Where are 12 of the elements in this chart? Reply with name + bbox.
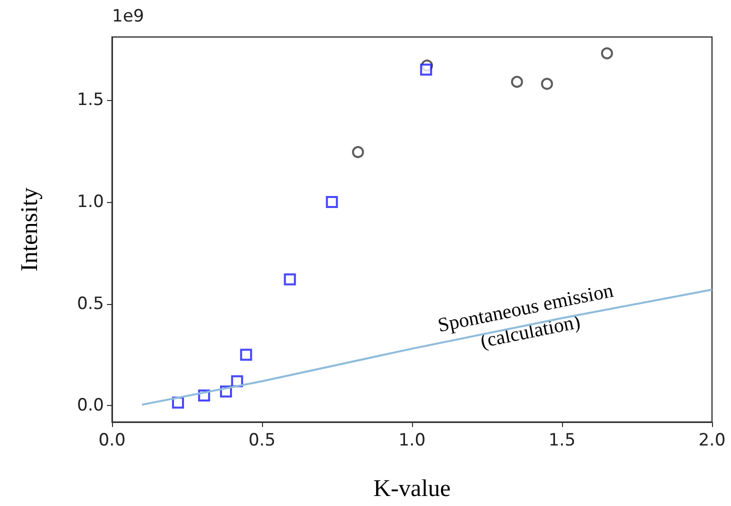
x-tick-label: 0.0 — [98, 430, 126, 450]
y-axis-title: Intensity — [17, 188, 43, 272]
x-tick-label: 1.5 — [548, 430, 576, 450]
y-tick-label: 1.0 — [76, 192, 104, 212]
x-tick-label: 2.0 — [698, 430, 726, 450]
x-tick-label: 0.5 — [248, 430, 276, 450]
y-tick-label: 0.0 — [76, 396, 104, 416]
y-tick-label: 1.5 — [76, 90, 104, 110]
text: 1e9 — [112, 6, 144, 26]
y-tick-label: 0.5 — [76, 294, 104, 314]
x-axis-title: K-value — [373, 476, 451, 502]
x-tick-label: 1.0 — [398, 430, 426, 450]
